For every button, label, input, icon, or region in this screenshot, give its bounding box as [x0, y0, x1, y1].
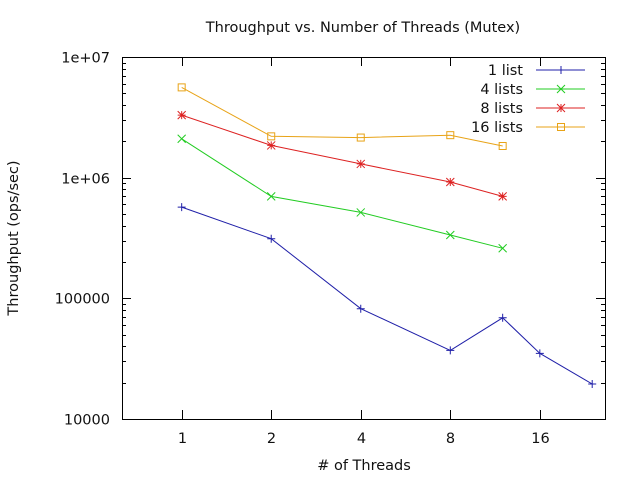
data-point	[445, 230, 455, 240]
x-axis: 1 2 4 8 16	[178, 57, 550, 447]
data-point	[557, 123, 565, 131]
series-line	[181, 114, 503, 197]
legend-label: 8 lists	[480, 101, 523, 117]
data-point	[557, 66, 565, 74]
data-point	[356, 159, 366, 169]
data-point	[498, 141, 507, 150]
data-point	[177, 203, 186, 212]
data-point	[498, 313, 507, 322]
x-tick-label: 16	[531, 431, 549, 447]
legend: 1 list 4 lists 8 lists 16 lists	[471, 63, 585, 136]
x-axis-label: # of Threads	[317, 458, 411, 474]
y-axis: 10000 100000 1e+06 1e+07	[55, 51, 605, 429]
data-point	[498, 243, 508, 253]
chart-title: Throughput vs. Number of Threads (Mutex)	[205, 20, 520, 36]
y-tick-label: 1e+07	[61, 51, 110, 67]
data-point	[177, 83, 186, 92]
data-point	[356, 133, 365, 142]
series-3	[177, 110, 508, 201]
series-4	[177, 83, 507, 150]
x-tick-label: 8	[446, 431, 455, 447]
data-point	[356, 304, 365, 313]
data-point	[356, 208, 366, 217]
data-point	[446, 131, 455, 140]
y-tick-label: 1e+06	[61, 172, 110, 188]
data-point	[588, 380, 597, 389]
data-point	[177, 134, 187, 144]
legend-label: 1 list	[488, 63, 523, 79]
x-tick-label: 2	[267, 431, 276, 447]
data-point	[177, 110, 187, 120]
data-point	[535, 349, 544, 358]
series-2	[177, 134, 508, 253]
series-1	[177, 203, 597, 389]
x-tick-label: 4	[357, 431, 366, 447]
data-point	[498, 192, 508, 201]
y-axis-label: Throughput (ops/sec)	[6, 160, 22, 316]
data-point	[445, 177, 455, 187]
series-line	[181, 86, 503, 147]
data-point	[556, 103, 566, 113]
x-tick-label: 1	[178, 431, 187, 447]
y-tick-label: 10000	[64, 413, 110, 429]
data-point	[266, 141, 276, 150]
y-tick-label: 100000	[55, 292, 110, 308]
series-line	[181, 206, 593, 385]
series-line	[181, 138, 503, 249]
data-point	[446, 346, 455, 355]
data-point	[266, 192, 276, 201]
data-point	[556, 84, 566, 94]
data-point	[267, 132, 276, 141]
legend-label: 4 lists	[480, 82, 523, 98]
legend-label: 16 lists	[471, 120, 523, 136]
data-point	[267, 234, 276, 243]
plot-frame	[122, 57, 606, 420]
series-group	[177, 83, 597, 389]
